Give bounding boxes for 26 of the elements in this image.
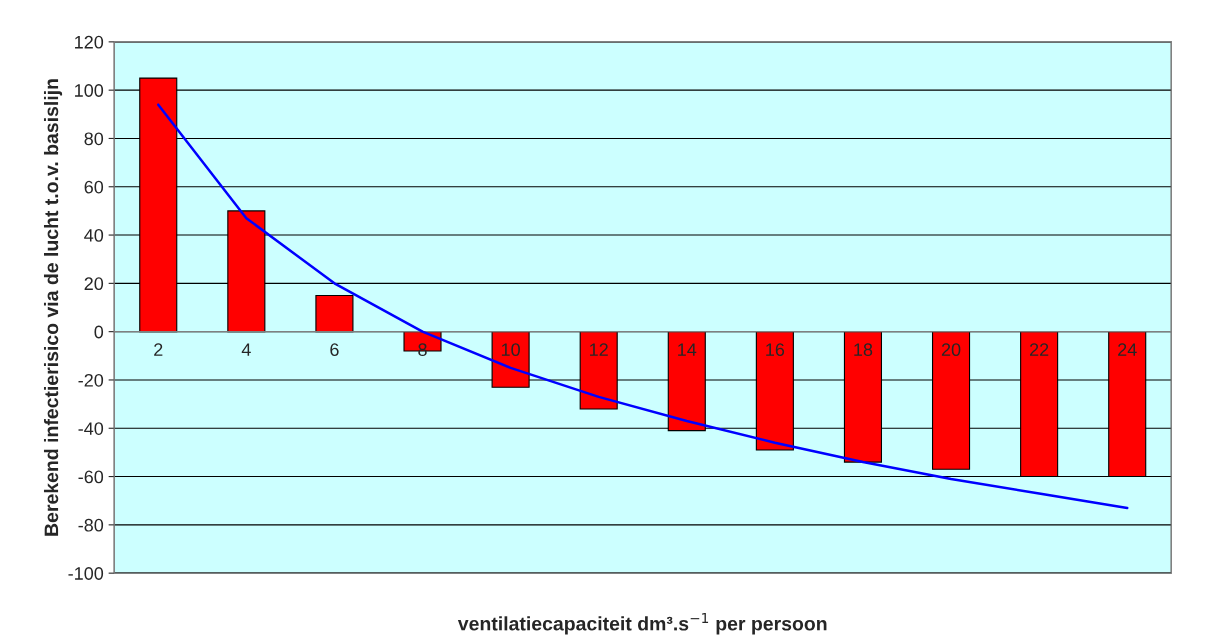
x-tick-label: 10 [501,343,520,357]
x-tick-label: 4 [241,343,251,356]
y-tick-label: 0 [94,325,104,339]
x-tick-label: 6 [330,343,339,357]
y-tick-label: -80 [78,518,104,532]
y-tick-label: 80 [84,132,104,146]
y-tick-label: 120 [75,35,104,49]
x-tick-label: 18 [854,343,873,357]
y-tick-label: 20 [84,277,104,291]
x-tick-label: 22 [1030,343,1049,356]
y-tick-label: -40 [78,422,104,435]
x-tick-label: 14 [678,343,697,356]
x-tick-label: 20 [941,343,961,357]
y-axis-title: Berekend infectierisico via de lucht t.o.v. basislijn [43,79,63,536]
x-tick-label: 16 [766,343,785,357]
x-tick-label: 2 [154,343,163,356]
bar [315,294,354,333]
y-tick-label: -60 [78,470,104,484]
y-tick-label: 100 [75,84,104,97]
y-tick-label: -100 [68,567,104,580]
y-tick-label: 40 [84,228,104,242]
x-tick-label: 24 [1118,343,1137,356]
x-tick-label: 12 [590,343,608,356]
x-axis-title: ventilatiecapaciteit dm³.s$^{−1}$ per persoon [457,613,827,635]
y-tick-label: 60 [84,180,104,194]
y-tick-label: -20 [78,373,104,387]
